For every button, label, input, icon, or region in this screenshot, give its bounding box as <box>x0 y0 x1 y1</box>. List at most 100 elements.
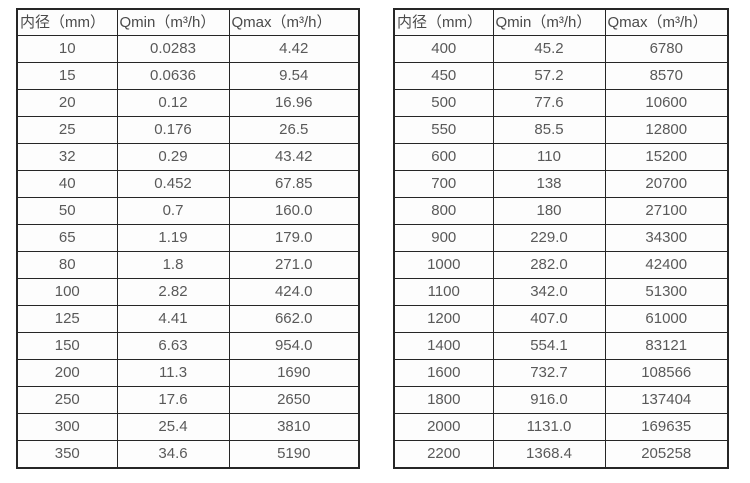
table-row: 25 0.176 26.5 <box>16 116 360 144</box>
qmax-cell: 137404 <box>604 386 729 414</box>
table-row: 1400 554.1 83121 <box>393 332 729 360</box>
qmin-cell: 0.176 <box>116 116 230 144</box>
qmax-cell: 42400 <box>604 251 729 279</box>
qmax-cell: 61000 <box>604 305 729 333</box>
qmin-cell: 554.1 <box>492 332 606 360</box>
diameter-cell: 10 <box>16 35 118 63</box>
qmax-cell: 10600 <box>604 89 729 117</box>
qmin-cell: 407.0 <box>492 305 606 333</box>
header-row: 内径（mm） Qmin（m³/h） Qmax（m³/h） <box>16 8 360 36</box>
diameter-cell: 65 <box>16 224 118 252</box>
table-row: 400 45.2 6780 <box>393 35 729 63</box>
column-header-qmin: Qmin（m³/h） <box>116 8 230 36</box>
qmin-cell: 342.0 <box>492 278 606 306</box>
qmin-cell: 110 <box>492 143 606 171</box>
diameter-cell: 250 <box>16 386 118 414</box>
table-row: 900 229.0 34300 <box>393 224 729 252</box>
qmin-cell: 282.0 <box>492 251 606 279</box>
qmin-cell: 732.7 <box>492 359 606 387</box>
diameter-cell: 1600 <box>393 359 494 387</box>
qmax-cell: 4.42 <box>228 35 360 63</box>
qmax-cell: 3810 <box>228 413 360 441</box>
diameter-cell: 125 <box>16 305 118 333</box>
diameter-cell: 450 <box>393 62 494 90</box>
qmin-cell: 34.6 <box>116 440 230 469</box>
qmin-cell: 25.4 <box>116 413 230 441</box>
qmin-cell: 2.82 <box>116 278 230 306</box>
qmax-cell: 83121 <box>604 332 729 360</box>
qmax-cell: 43.42 <box>228 143 360 171</box>
table-row: 2000 1131.0 169635 <box>393 413 729 441</box>
diameter-cell: 800 <box>393 197 494 225</box>
qmin-cell: 77.6 <box>492 89 606 117</box>
table-row: 700 138 20700 <box>393 170 729 198</box>
diameter-cell: 150 <box>16 332 118 360</box>
qmin-cell: 1.8 <box>116 251 230 279</box>
diameter-cell: 1400 <box>393 332 494 360</box>
diameter-cell: 400 <box>393 35 494 63</box>
column-header-diameter: 内径（mm） <box>16 8 118 36</box>
diameter-cell: 1800 <box>393 386 494 414</box>
qmin-cell: 229.0 <box>492 224 606 252</box>
diameter-cell: 15 <box>16 62 118 90</box>
diameter-cell: 1000 <box>393 251 494 279</box>
diameter-cell: 500 <box>393 89 494 117</box>
column-header-diameter: 内径（mm） <box>393 8 494 36</box>
qmin-cell: 1131.0 <box>492 413 606 441</box>
qmin-cell: 85.5 <box>492 116 606 144</box>
flow-spec-table-large-diameters: 内径（mm） Qmin（m³/h） Qmax（m³/h） 400 45.2 6780… <box>393 8 729 469</box>
qmax-cell: 16.96 <box>228 89 360 117</box>
table-row: 20 0.12 16.96 <box>16 89 360 117</box>
qmin-cell: 0.452 <box>116 170 230 198</box>
diameter-cell: 350 <box>16 440 118 469</box>
table-row: 300 25.4 3810 <box>16 413 360 441</box>
table-row: 800 180 27100 <box>393 197 729 225</box>
table-body: 10 0.0283 4.42 15 0.0636 9.54 20 0.12 16.96 25 0.1… <box>16 35 360 469</box>
table-row: 1600 732.7 108566 <box>393 359 729 387</box>
table-row: 550 85.5 12800 <box>393 116 729 144</box>
qmax-cell: 34300 <box>604 224 729 252</box>
table-row: 10 0.0283 4.42 <box>16 35 360 63</box>
diameter-cell: 2000 <box>393 413 494 441</box>
qmin-cell: 0.0283 <box>116 35 230 63</box>
diameter-cell: 32 <box>16 143 118 171</box>
qmin-cell: 180 <box>492 197 606 225</box>
qmax-cell: 160.0 <box>228 197 360 225</box>
qmax-cell: 26.5 <box>228 116 360 144</box>
table-body: 400 45.2 6780 450 57.2 8570 500 77.6 10600 550 85.… <box>393 35 729 469</box>
diameter-cell: 20 <box>16 89 118 117</box>
qmin-cell: 916.0 <box>492 386 606 414</box>
table-row: 200 11.3 1690 <box>16 359 360 387</box>
qmin-cell: 0.7 <box>116 197 230 225</box>
table-row: 150 6.63 954.0 <box>16 332 360 360</box>
diameter-cell: 200 <box>16 359 118 387</box>
table-row: 250 17.6 2650 <box>16 386 360 414</box>
qmin-cell: 6.63 <box>116 332 230 360</box>
diameter-cell: 900 <box>393 224 494 252</box>
table-row: 450 57.2 8570 <box>393 62 729 90</box>
qmax-cell: 662.0 <box>228 305 360 333</box>
table-header: 内径（mm） Qmin（m³/h） Qmax（m³/h） <box>16 8 360 36</box>
qmax-cell: 179.0 <box>228 224 360 252</box>
diameter-cell: 1100 <box>393 278 494 306</box>
diameter-cell: 300 <box>16 413 118 441</box>
qmax-cell: 12800 <box>604 116 729 144</box>
table-row: 350 34.6 5190 <box>16 440 360 469</box>
qmax-cell: 51300 <box>604 278 729 306</box>
diameter-cell: 100 <box>16 278 118 306</box>
qmax-cell: 5190 <box>228 440 360 469</box>
qmin-cell: 1368.4 <box>492 440 606 469</box>
qmin-cell: 1.19 <box>116 224 230 252</box>
table-row: 1000 282.0 42400 <box>393 251 729 279</box>
table-row: 125 4.41 662.0 <box>16 305 360 333</box>
diameter-cell: 50 <box>16 197 118 225</box>
qmax-cell: 108566 <box>604 359 729 387</box>
table-row: 50 0.7 160.0 <box>16 197 360 225</box>
qmax-cell: 67.85 <box>228 170 360 198</box>
table-row: 80 1.8 271.0 <box>16 251 360 279</box>
diameter-cell: 2200 <box>393 440 494 469</box>
qmax-cell: 2650 <box>228 386 360 414</box>
qmax-cell: 1690 <box>228 359 360 387</box>
qmax-cell: 271.0 <box>228 251 360 279</box>
